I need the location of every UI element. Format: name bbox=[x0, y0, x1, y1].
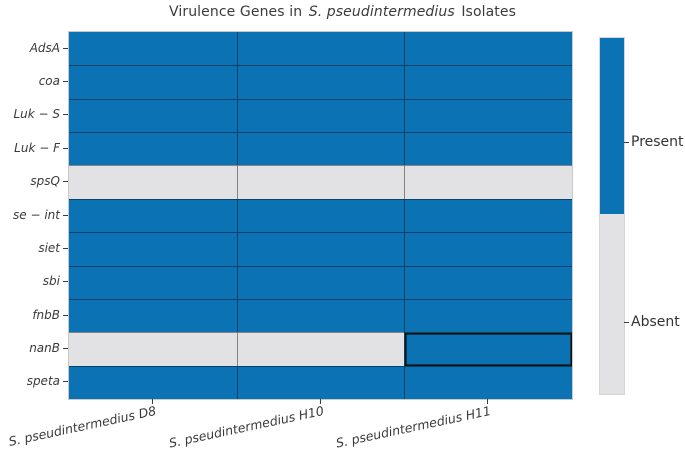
heatmap-cell-r4c2-absent bbox=[404, 165, 572, 199]
heatmap-cell-r9c1-absent bbox=[236, 332, 405, 366]
y-tick-label-0: AdsA bbox=[29, 40, 60, 55]
heatmap-cell-r8c1-present bbox=[236, 298, 405, 333]
heatmap-cell-r3c0-present bbox=[69, 132, 237, 166]
heatmap-cell-r9c2-present bbox=[404, 332, 572, 366]
x-tick-label-1: S. pseudintermedius H10 bbox=[166, 403, 325, 451]
heatmap-cell-r7c2-present bbox=[404, 265, 572, 299]
heatmap-cell-r10c0-present bbox=[69, 365, 237, 399]
colorbar bbox=[599, 37, 625, 395]
heatmap-cell-r2c2-present bbox=[404, 98, 572, 133]
heatmap-cell-r5c1-present bbox=[236, 198, 405, 233]
heatmap-cell-r0c0-present bbox=[69, 32, 237, 66]
y-tick-label-9: nanB bbox=[29, 340, 60, 355]
colorbar-label-absent: Absent bbox=[631, 314, 680, 330]
colorbar-tick-present bbox=[624, 142, 629, 143]
y-tick-label-10: speta bbox=[26, 374, 60, 389]
heatmap-cell-r3c2-present bbox=[404, 132, 572, 166]
heatmap-cell-r6c2-present bbox=[404, 232, 572, 266]
y-tick-label-2: Luk − S bbox=[13, 107, 60, 122]
y-tick-label-3: Luk − F bbox=[14, 140, 60, 155]
x-tick-label-0: S. pseudintermedius D8 bbox=[6, 403, 157, 449]
heatmap-cell-r4c0-absent bbox=[69, 165, 237, 199]
heatmap-cell-r10c1-present bbox=[236, 365, 405, 399]
colorbar-label-present: Present bbox=[631, 134, 684, 150]
chart-title-suffix: Isolates bbox=[456, 4, 516, 20]
heatmap-cell-r0c2-present bbox=[404, 32, 572, 66]
y-tick-label-6: siet bbox=[38, 240, 60, 255]
x-tick-label-2: S. pseudintermedius H11 bbox=[334, 403, 493, 451]
heatmap-cell-r2c0-present bbox=[69, 98, 237, 133]
colorbar-tick-absent bbox=[624, 322, 629, 323]
heatmap-cell-r8c2-present bbox=[404, 298, 572, 333]
heatmap-cell-r4c1-absent bbox=[236, 165, 405, 199]
y-tick-label-8: fnbB bbox=[32, 307, 60, 322]
heatmap-cell-r0c1-present bbox=[236, 32, 405, 66]
heatmap-cell-r7c1-present bbox=[236, 265, 405, 299]
heatmap-cell-r3c1-present bbox=[236, 132, 405, 166]
heatmap-cell-r1c0-present bbox=[69, 65, 237, 99]
heatmap-cell-r1c2-present bbox=[404, 65, 572, 99]
heatmap-cell-r5c0-present bbox=[69, 198, 237, 233]
heatmap-cell-r8c0-present bbox=[69, 298, 237, 333]
heatmap-cell-r7c0-present bbox=[69, 265, 237, 299]
colorbar-present-segment bbox=[600, 38, 624, 214]
heatmap-cell-r6c0-present bbox=[69, 232, 237, 266]
chart-title: Virulence Genes in S. pseudintermedius I… bbox=[0, 2, 685, 22]
y-tick-label-1: coa bbox=[38, 74, 60, 89]
heatmap-cell-r5c2-present bbox=[404, 198, 572, 233]
chart-title-species-italic: S. pseudintermedius bbox=[308, 4, 455, 20]
heatmap-cell-r6c1-present bbox=[236, 232, 405, 266]
heatmap-cell-r2c1-present bbox=[236, 98, 405, 133]
chart-title-prefix: Virulence Genes in bbox=[168, 4, 307, 20]
y-tick-label-5: se − int bbox=[13, 207, 60, 222]
heatmap-grid bbox=[68, 31, 573, 400]
heatmap-cell-r9c0-absent bbox=[69, 332, 237, 366]
y-tick-label-7: sbi bbox=[42, 274, 60, 289]
y-tick-label-4: spsQ bbox=[30, 174, 60, 189]
heatmap-cell-r10c2-present bbox=[404, 365, 572, 399]
heatmap-cell-r1c1-present bbox=[236, 65, 405, 99]
colorbar-absent-segment bbox=[600, 214, 624, 394]
